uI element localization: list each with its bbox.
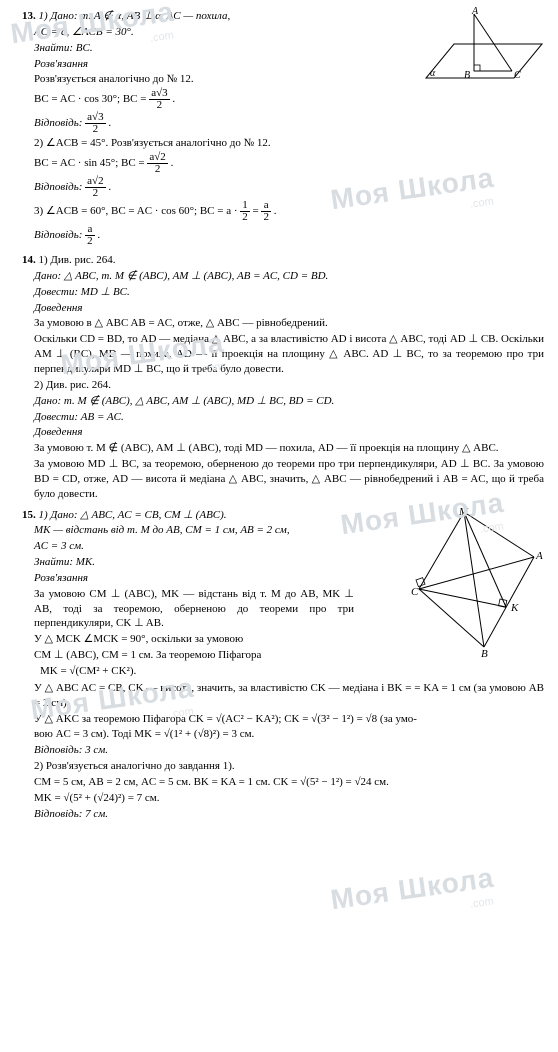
p14-text: За умовою MD ⊥ BC, за теоремою, обернено…: [34, 457, 544, 502]
p15-text: CM = 5 см, AB = 2 см, AC = 5 см. BK = KA…: [34, 775, 544, 790]
p14-text: За умовою в △ ABC AB = AC, отже, △ ABC —…: [34, 316, 544, 331]
p14-given: Дано: △ ABC, т. M ∉ (ABC), AM ⊥ (ABC), A…: [34, 269, 544, 284]
p15-ans1: Відповідь: 3 см.: [34, 743, 544, 758]
p14-text: За умовою т. M ∉ (ABC), AM ⊥ (ABC), тоді…: [34, 441, 544, 456]
svg-text:C: C: [411, 586, 419, 598]
svg-text:M: M: [458, 507, 469, 518]
p15-eq: MK = √(5² + (√24)²) = 7 см.: [34, 791, 544, 806]
p14-prove2: Довести: AB = AC.: [34, 410, 544, 425]
problem-number: 13.: [22, 10, 36, 22]
p13-ans1: Відповідь: a√32 .: [34, 112, 544, 135]
p14-text: Оскільки CD = BD, то AD — медіана △ ABC,…: [34, 332, 544, 377]
p14-prove: Довести: MD ⊥ BC.: [34, 285, 544, 300]
p14-line: 14. 1) Див. рис. 264.: [22, 253, 544, 268]
fig-label-c: C: [514, 70, 521, 81]
figure-plane-abc: A B C α: [424, 6, 544, 101]
svg-text:K: K: [510, 602, 519, 614]
p13-eq2: BC = AC · sin 45°; BC = a√22 .: [34, 152, 544, 175]
p15-eq: MK = √(CM² + CK²).: [40, 664, 544, 679]
p15-text: За умовою CM ⊥ (ABC), MK — відстань від …: [34, 587, 354, 632]
problem-number: 15.: [22, 509, 36, 521]
p15-ans2: Відповідь: 7 см.: [34, 807, 544, 822]
fig-label-alpha: α: [430, 68, 436, 79]
fig-label-a: A: [471, 6, 479, 17]
p15-text: У △ ABC AC = CB, CK — висота, значить, з…: [34, 681, 544, 711]
problem-number: 14.: [22, 254, 36, 266]
p13-ans2: Відповідь: a√22 .: [34, 176, 544, 199]
p13-ans3: Відповідь: a2 .: [34, 224, 544, 247]
p14-given2: Дано: т. M ∉ (ABC), △ ABC, AM ⊥ (ABC), M…: [34, 394, 544, 409]
p14-line: 2) Див. рис. 264.: [34, 378, 544, 393]
p13-part3: 3) ∠ACB = 60°, BC = AC · cos 60°; BC = a…: [34, 200, 544, 223]
watermark-sub: .com: [469, 894, 495, 912]
p15-line: 2) Розв'язується аналогічно до завдання …: [34, 759, 544, 774]
watermark: Моя Школа: [328, 859, 496, 919]
p15-text: вою AC = 3 см). Тоді MK = √(1² + (√8)²) …: [34, 727, 544, 742]
svg-text:A: A: [535, 550, 543, 562]
fig-label-b: B: [464, 70, 470, 81]
svg-text:B: B: [481, 648, 488, 657]
p13-part2: 2) ∠ACB = 45°. Розв'язується аналогічно …: [34, 136, 544, 151]
p14-proof-label: Доведення: [34, 301, 544, 316]
p14-proof-label: Доведення: [34, 425, 544, 440]
p15-text: У △ AKC за теоремою Піфагора CK = √(AC² …: [34, 712, 544, 727]
figure-mck: M C A B K: [389, 507, 544, 657]
